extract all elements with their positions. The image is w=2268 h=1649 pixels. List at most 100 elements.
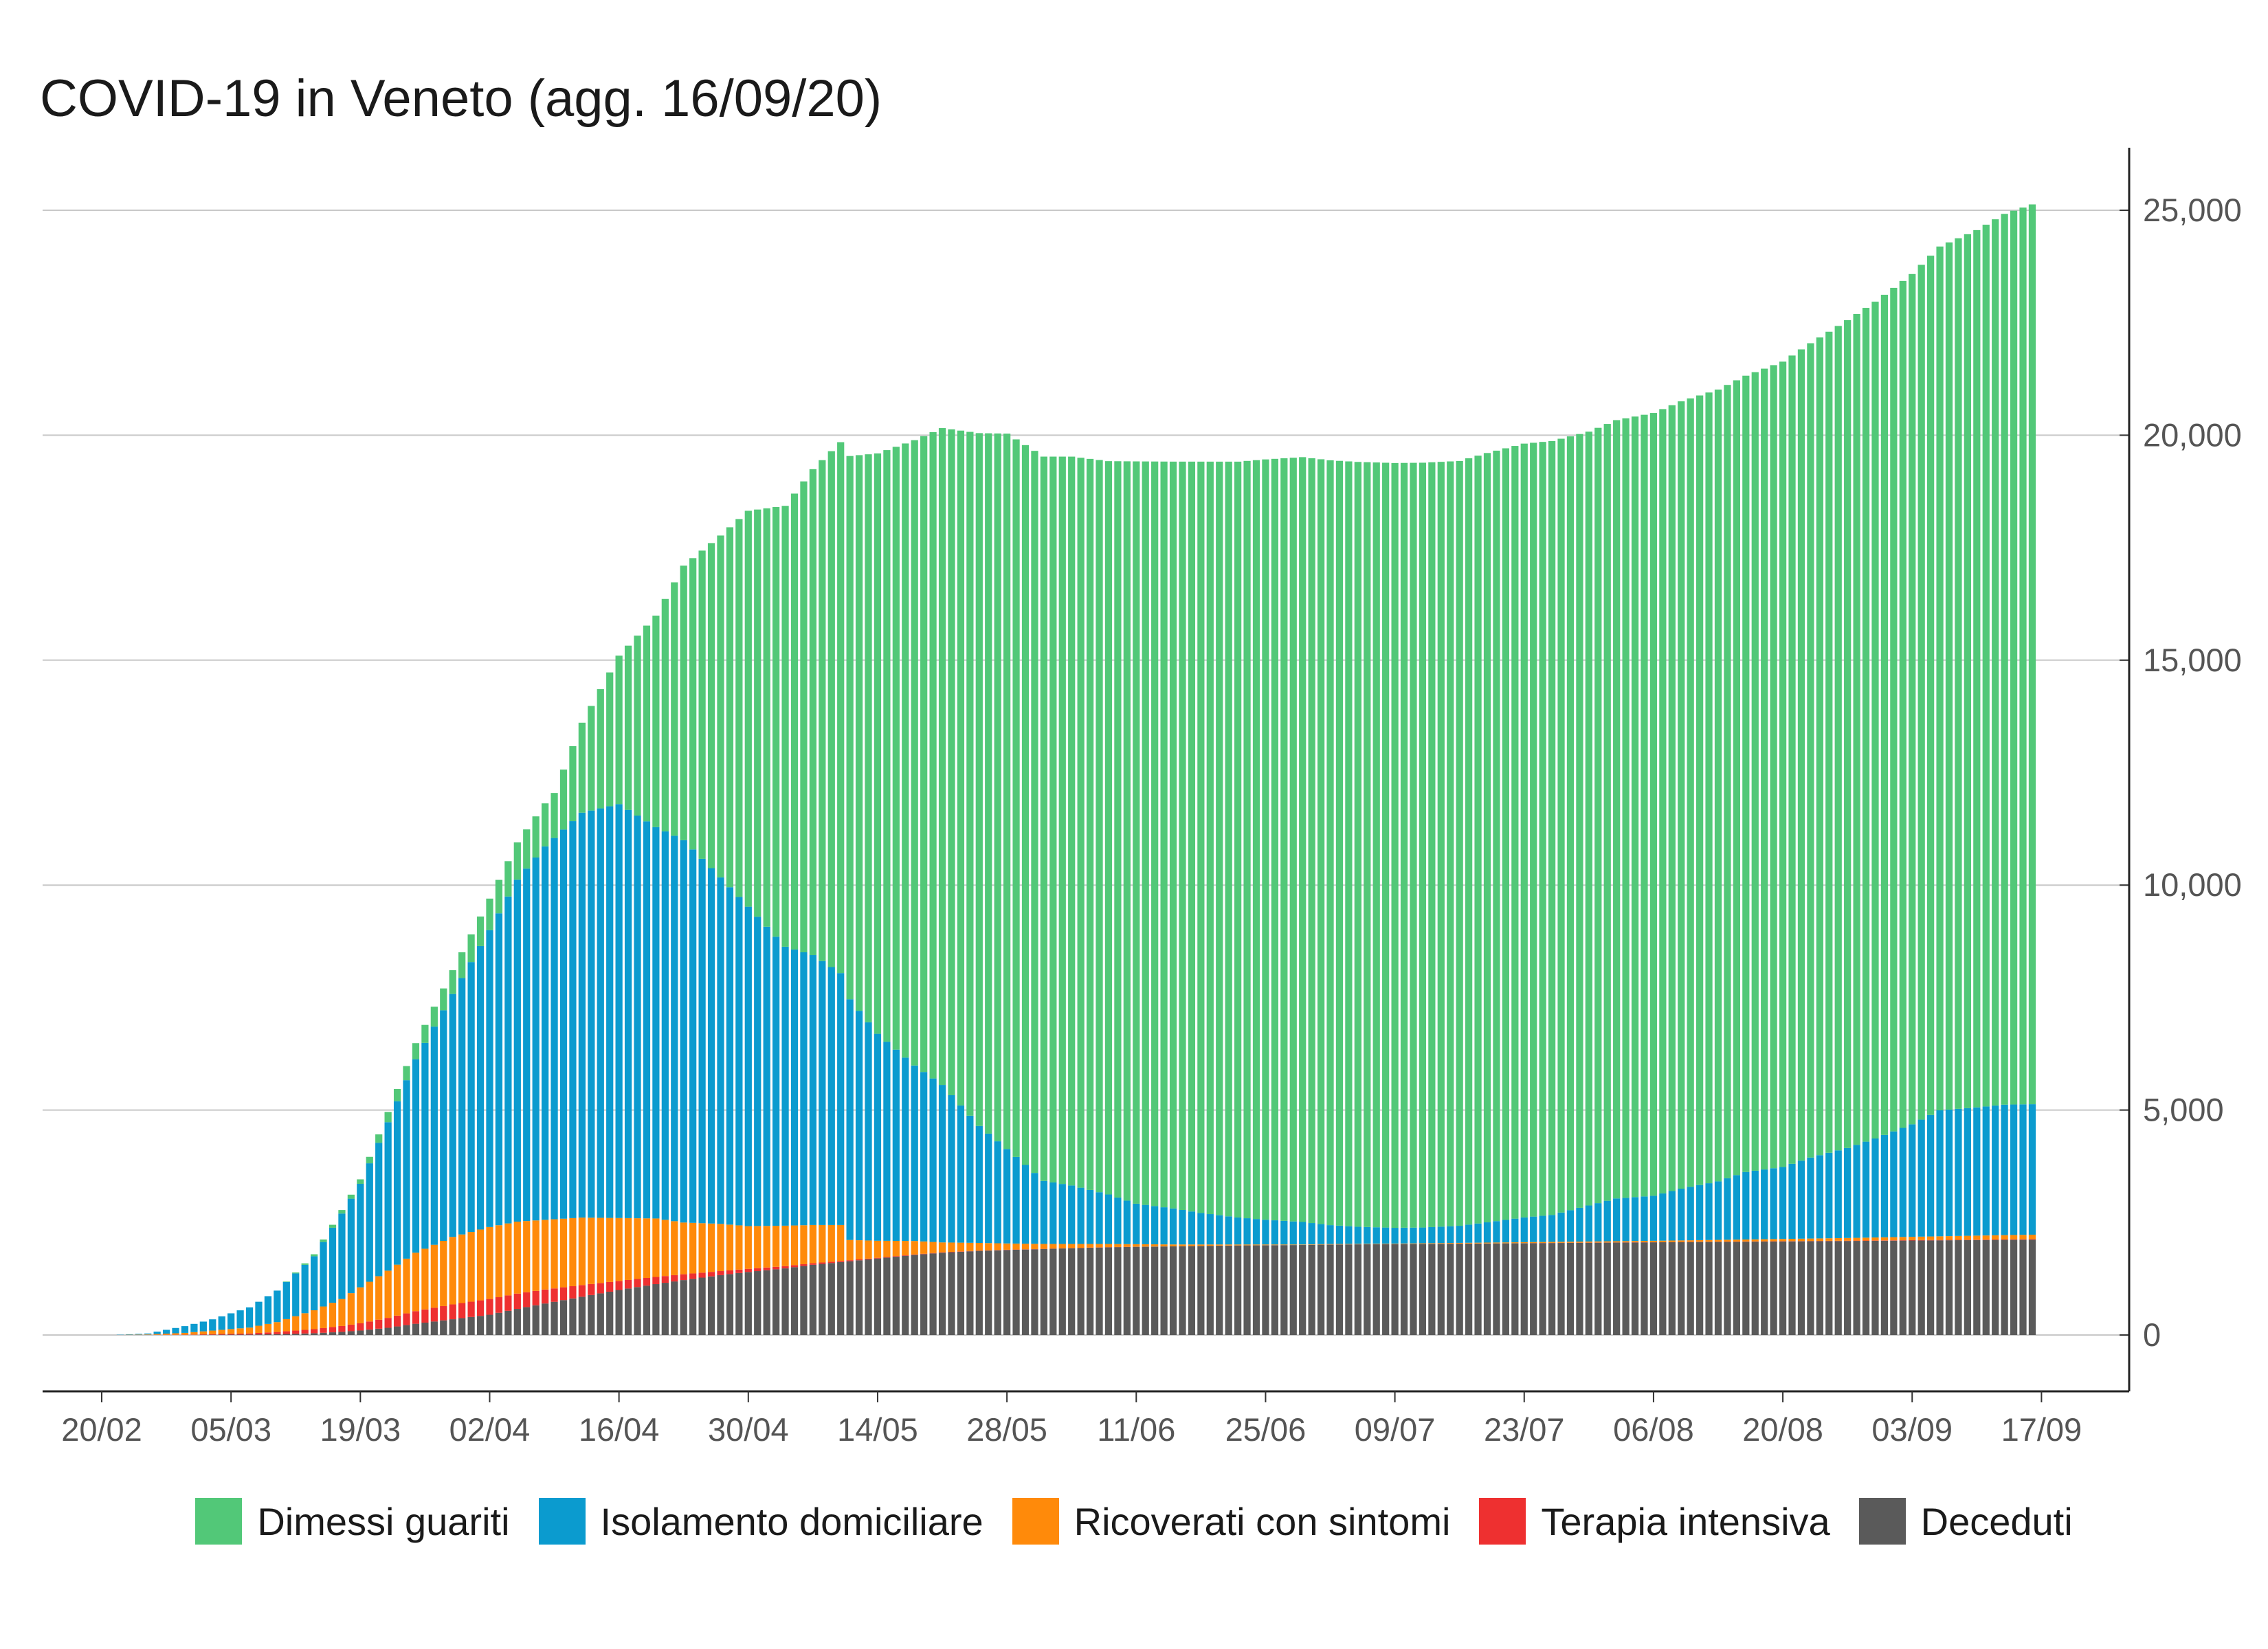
bar-segment-ricoverati-con-sintomi (218, 1330, 225, 1334)
bar-segment-isolamento-domiciliare (1659, 1193, 1667, 1241)
bar-segment-isolamento-domiciliare (624, 809, 632, 1218)
bar-segment-terapia-intensiva (754, 1268, 761, 1272)
bar-segment-isolamento-domiciliare (1853, 1145, 1860, 1238)
bar-segment-ricoverati-con-sintomi (1456, 1242, 1463, 1244)
bar-segment-ricoverati-con-sintomi (440, 1240, 447, 1306)
bar-segment-dimessi-guariti (2028, 204, 2036, 1105)
bar-segment-ricoverati-con-sintomi (1613, 1241, 1621, 1243)
bar-segment-isolamento-domiciliare (588, 810, 595, 1218)
bar-segment-dimessi-guariti (680, 565, 687, 840)
bar-segment-isolamento-domiciliare (1955, 1108, 1962, 1236)
bar-segment-deceduti (1123, 1246, 1131, 1335)
bar-segment-dimessi-guariti (754, 509, 761, 917)
bar-segment-isolamento-domiciliare (938, 1085, 946, 1243)
bar-segment-deceduti (1308, 1244, 1315, 1335)
bar-segment-dimessi-guariti (763, 508, 770, 927)
bar-segment-deceduti (1678, 1242, 1685, 1335)
bar-segment-deceduti (837, 1261, 845, 1335)
bar-segment-terapia-intensiva (652, 1277, 660, 1285)
bar-segment-isolamento-domiciliare (837, 973, 845, 1225)
bar-segment-isolamento-domiciliare (1825, 1152, 1833, 1239)
bar-segment-isolamento-domiciliare (403, 1080, 410, 1259)
bar-segment-deceduti (1603, 1242, 1611, 1335)
bar-segment-ricoverati-con-sintomi (393, 1264, 401, 1316)
bar-segment-isolamento-domiciliare (744, 906, 752, 1226)
bar-segment-deceduti (1576, 1242, 1583, 1335)
bar-segment-deceduti (1410, 1244, 1417, 1335)
bar-segment-ricoverati-con-sintomi (255, 1325, 263, 1334)
bar-segment-terapia-intensiva (892, 1256, 900, 1257)
bar-segment-ricoverati-con-sintomi (1668, 1240, 1676, 1242)
bar-segment-dimessi-guariti (1742, 375, 1750, 1172)
bar-segment-deceduti (1049, 1248, 1057, 1335)
bar-segment-isolamento-domiciliare (1280, 1220, 1288, 1245)
bar-segment-deceduti (615, 1290, 623, 1335)
bar-segment-dimessi-guariti (449, 970, 456, 994)
bar-segment-isolamento-domiciliare (1871, 1138, 1879, 1238)
bar-segment-terapia-intensiva (1899, 1240, 1906, 1241)
bar-segment-deceduti (1687, 1242, 1694, 1335)
bar-segment-dimessi-guariti (1862, 308, 1870, 1142)
bar-segment-dimessi-guariti (542, 803, 549, 846)
bar-segment-dimessi-guariti (311, 1254, 318, 1257)
bar-segment-dimessi-guariti (1761, 368, 1768, 1170)
bar-segment-isolamento-domiciliare (865, 1022, 872, 1241)
bar-segment-ricoverati-con-sintomi (929, 1242, 937, 1253)
bar-segment-isolamento-domiciliare (1289, 1221, 1297, 1245)
bar-segment-dimessi-guariti (1751, 372, 1759, 1171)
bar-segment-deceduti (236, 1334, 244, 1335)
bar-segment-deceduti (1216, 1246, 1223, 1335)
bar-segment-deceduti (1834, 1241, 1842, 1335)
bar-segment-ricoverati-con-sintomi (1243, 1244, 1251, 1246)
bar-segment-deceduti (661, 1283, 669, 1335)
bar-segment-ricoverati-con-sintomi (1160, 1244, 1168, 1246)
bar-segment-deceduti (1696, 1242, 1704, 1335)
bar-segment-terapia-intensiva (403, 1313, 410, 1325)
bar-segment-terapia-intensiva (1982, 1239, 1990, 1240)
bar-segment-terapia-intensiva (1945, 1239, 1953, 1241)
y-tick-label: 0 (2143, 1316, 2161, 1353)
bar-segment-isolamento-domiciliare (1594, 1203, 1602, 1242)
bar-segment-isolamento-domiciliare (347, 1198, 355, 1294)
bar-segment-isolamento-domiciliare (153, 1332, 161, 1334)
bar-segment-terapia-intensiva (245, 1333, 254, 1335)
bar-segment-isolamento-domiciliare (495, 913, 503, 1226)
bar-segment-deceduti (717, 1275, 724, 1335)
bar-segment-isolamento-domiciliare (920, 1072, 928, 1242)
bar-segment-ricoverati-con-sintomi (624, 1218, 632, 1280)
bar-segment-terapia-intensiva (320, 1327, 327, 1333)
bar-segment-isolamento-domiciliare (1761, 1169, 1768, 1239)
bar-segment-terapia-intensiva (412, 1311, 420, 1324)
bar-segment-isolamento-domiciliare (643, 821, 651, 1219)
bar-segment-dimessi-guariti (1142, 461, 1149, 1205)
bar-segment-ricoverati-con-sintomi (911, 1241, 918, 1255)
bar-segment-dimessi-guariti (920, 436, 928, 1073)
bar-segment-dimessi-guariti (855, 455, 863, 1011)
bar-segment-deceduti (1391, 1244, 1399, 1335)
bar-segment-isolamento-domiciliare (1068, 1185, 1076, 1244)
bar-segment-dimessi-guariti (846, 456, 854, 1000)
bar-segment-dimessi-guariti (292, 1272, 300, 1274)
legend-label: Dimessi guariti (257, 1499, 510, 1543)
bar-segment-terapia-intensiva (532, 1290, 540, 1305)
bar-segment-dimessi-guariti (1280, 458, 1288, 1221)
bar-segment-deceduti (1077, 1248, 1085, 1335)
bar-segment-deceduti (292, 1334, 300, 1335)
bar-segment-deceduti (846, 1261, 854, 1335)
bar-segment-isolamento-domiciliare (1770, 1168, 1777, 1239)
bar-segment-terapia-intensiva (199, 1334, 207, 1335)
bar-segment-isolamento-domiciliare (1151, 1206, 1159, 1245)
bar-segment-isolamento-domiciliare (1077, 1187, 1085, 1244)
bar-segment-deceduti (763, 1270, 770, 1335)
bar-segment-deceduti (421, 1322, 429, 1335)
bar-segment-ricoverati-con-sintomi (643, 1218, 651, 1278)
bar-segment-isolamento-domiciliare (1834, 1150, 1842, 1238)
bar-segment-terapia-intensiva (790, 1265, 799, 1268)
bar-segment-terapia-intensiva (689, 1273, 697, 1279)
bar-segment-deceduti (1936, 1240, 1944, 1335)
bar-segment-terapia-intensiva (440, 1305, 447, 1321)
bar-segment-deceduti (1797, 1241, 1805, 1335)
bar-segment-ricoverati-con-sintomi (1603, 1241, 1611, 1243)
bar-segment-deceduti (1142, 1246, 1149, 1335)
bar-segment-dimessi-guariti (375, 1134, 383, 1143)
